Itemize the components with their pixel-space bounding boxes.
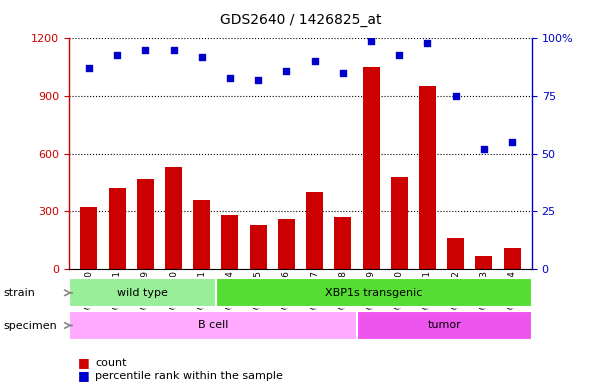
- Text: tumor: tumor: [427, 320, 462, 331]
- Point: [479, 146, 489, 152]
- Point: [112, 51, 122, 58]
- Point: [141, 47, 150, 53]
- Bar: [81, 207, 97, 269]
- Point: [197, 54, 207, 60]
- FancyBboxPatch shape: [357, 311, 532, 340]
- Text: percentile rank within the sample: percentile rank within the sample: [95, 371, 283, 381]
- Point: [451, 93, 460, 99]
- Point: [169, 47, 178, 53]
- Text: specimen: specimen: [3, 321, 56, 331]
- Bar: [447, 238, 464, 269]
- Bar: [306, 192, 323, 269]
- Bar: [475, 257, 492, 269]
- Text: B cell: B cell: [198, 320, 228, 331]
- Bar: [504, 248, 520, 269]
- Bar: [278, 219, 295, 269]
- Text: strain: strain: [3, 288, 35, 298]
- Text: ■: ■: [78, 369, 90, 382]
- Bar: [222, 215, 239, 269]
- Text: GDS2640 / 1426825_at: GDS2640 / 1426825_at: [220, 13, 381, 27]
- Bar: [419, 86, 436, 269]
- Bar: [194, 200, 210, 269]
- Point: [84, 65, 94, 71]
- Bar: [109, 188, 126, 269]
- Point: [282, 68, 291, 74]
- Bar: [249, 225, 267, 269]
- Text: wild type: wild type: [117, 288, 168, 298]
- Point: [310, 58, 319, 65]
- FancyBboxPatch shape: [69, 278, 216, 308]
- Point: [254, 77, 263, 83]
- Bar: [165, 167, 182, 269]
- Bar: [334, 217, 352, 269]
- Point: [394, 51, 404, 58]
- Bar: [137, 179, 154, 269]
- Text: XBP1s transgenic: XBP1s transgenic: [325, 288, 423, 298]
- Point: [225, 74, 235, 81]
- FancyBboxPatch shape: [69, 311, 357, 340]
- FancyBboxPatch shape: [216, 278, 532, 308]
- Point: [507, 139, 517, 145]
- Text: count: count: [95, 358, 126, 368]
- Bar: [391, 177, 407, 269]
- Point: [366, 38, 376, 44]
- Point: [423, 40, 432, 46]
- Bar: [362, 67, 379, 269]
- Text: ■: ■: [78, 356, 90, 369]
- Point: [338, 70, 347, 76]
